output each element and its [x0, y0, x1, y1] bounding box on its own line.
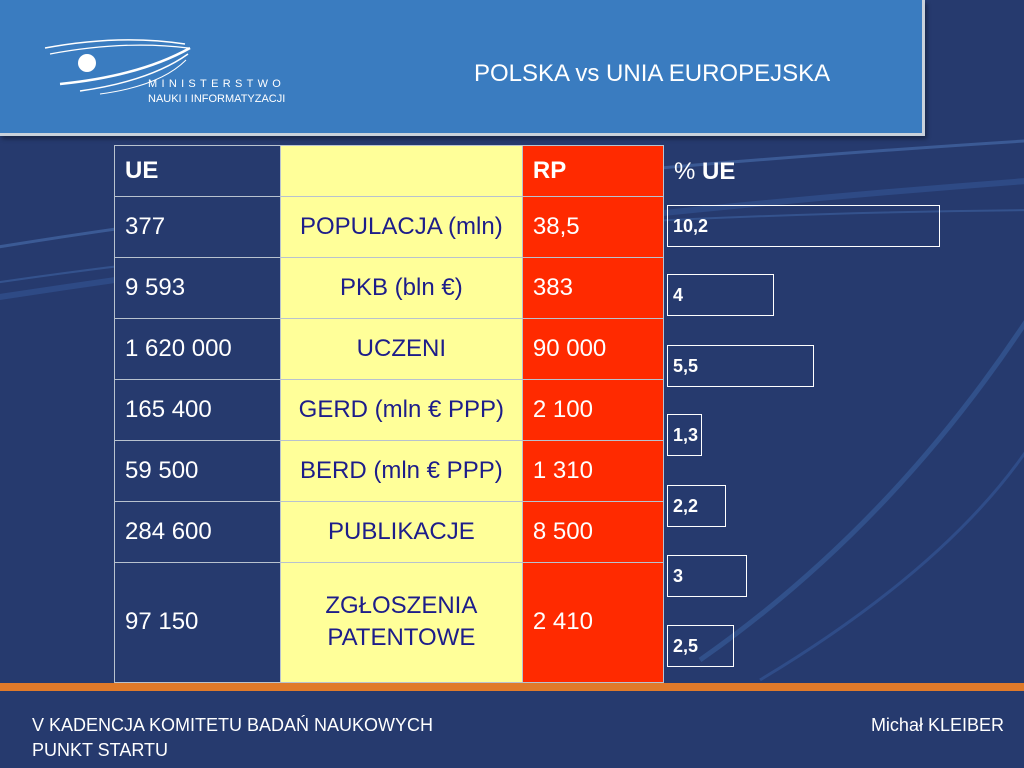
table-row: 165 400 GERD (mln € PPP) 2 100 [114, 378, 665, 441]
percent-bar: 1,3 [667, 414, 702, 456]
percent-bar-label: 10,2 [673, 216, 709, 236]
cell-ue: 59 500 [114, 439, 281, 502]
logo-subtitle: NAUKI I INFORMATYZACJI [148, 93, 286, 105]
percent-bar-label: 3 [673, 566, 684, 586]
slide-title: POLSKA vs UNIA EUROPEJSKA [474, 60, 831, 87]
percent-prefix: % [674, 158, 696, 185]
percent-bar-label: 5,5 [673, 356, 699, 376]
percent-bar: 2,5 [667, 625, 734, 667]
percent-bar-label: 2,5 [673, 636, 699, 656]
cell-label: GERD (mln € PPP) [279, 378, 523, 441]
percent-bar-label: 2,2 [673, 496, 699, 516]
header-rp: RP [521, 145, 665, 197]
cell-rp: 383 [521, 256, 665, 319]
percent-bar-label: 4 [673, 285, 684, 305]
cell-label: UCZENI [279, 317, 523, 380]
header-bar: MINISTERSTWO NAUKI I INFORMATYZACJI POLS… [0, 0, 925, 136]
percent-bar: 2,2 [667, 485, 726, 527]
ministry-logo-icon [44, 39, 191, 95]
footer-line-1: V KADENCJA KOMITETU BADAŃ NAUKOWYCH [32, 715, 434, 735]
cell-rp: 8 500 [521, 500, 665, 563]
cell-ue: 1 620 000 [114, 317, 281, 380]
comparison-table: UE RP 377 POPULACJA (mln) 38,5 9 593 PKB… [114, 145, 665, 684]
table-row: 377 POPULACJA (mln) 38,5 [114, 196, 665, 258]
cell-label: POPULACJA (mln) [279, 196, 523, 258]
cell-label: PKB (bln €) [279, 256, 523, 319]
cell-ue: 9 593 [114, 256, 281, 319]
footer-left: V KADENCJA KOMITETU BADAŃ NAUKOWYCH PUNK… [32, 713, 433, 763]
table-row: 284 600 PUBLIKACJE 8 500 [114, 500, 665, 563]
header-ue: UE [114, 145, 281, 197]
cell-ue: 377 [114, 196, 281, 258]
logo-name: MINISTERSTWO [148, 78, 286, 90]
table-row: 97 150 ZGŁOSZENIA PATENTOWE 2 410 [114, 561, 665, 684]
cell-rp: 2 410 [521, 561, 665, 684]
table-row: 59 500 BERD (mln € PPP) 1 310 [114, 439, 665, 502]
percent-ue-label: UE [702, 158, 736, 185]
footer-line-2: PUNKT STARTU [32, 740, 169, 760]
percent-bar: 5,5 [667, 345, 815, 387]
percent-bar: 3 [667, 555, 748, 597]
cell-rp: 2 100 [521, 378, 665, 441]
cell-ue: 165 400 [114, 378, 281, 441]
percent-ue-heading: % UE [674, 158, 735, 186]
cell-label: BERD (mln € PPP) [279, 439, 523, 502]
cell-rp: 90 000 [521, 317, 665, 380]
cell-label: ZGŁOSZENIA PATENTOWE [279, 561, 523, 684]
footer-divider [0, 683, 1024, 691]
cell-rp: 1 310 [521, 439, 665, 502]
percent-bar-label: 1,3 [673, 425, 699, 445]
footer-author: Michał KLEIBER [870, 715, 1004, 735]
percent-bar: 10,2 [667, 205, 940, 247]
cell-label: PUBLIKACJE [279, 500, 523, 563]
table-row: 9 593 PKB (bln €) 383 [114, 256, 665, 319]
cell-ue: 97 150 [114, 561, 281, 684]
header-label [279, 145, 523, 197]
table-header-row: UE RP [114, 145, 665, 197]
table-row: 1 620 000 UCZENI 90 000 [114, 317, 665, 380]
cell-ue: 284 600 [114, 500, 281, 563]
percent-bar: 4 [667, 274, 775, 316]
cell-rp: 38,5 [521, 196, 665, 258]
